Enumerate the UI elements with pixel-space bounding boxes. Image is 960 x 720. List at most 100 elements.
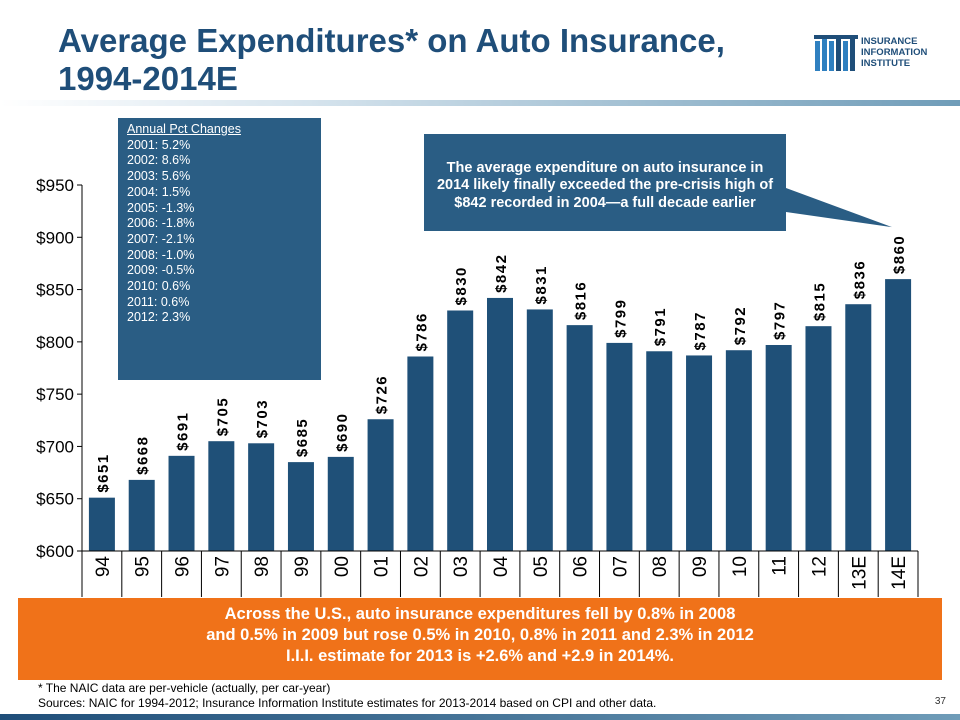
- bar: [407, 356, 434, 551]
- bar-value-label: $792: [732, 306, 749, 345]
- footnote-naic: * The NAIC data are per-vehicle (actuall…: [38, 681, 331, 695]
- x-tick-label: 02: [411, 556, 432, 577]
- iii-logo-icon: [814, 35, 858, 71]
- bar-value-label: $685: [294, 418, 311, 457]
- bar-value-label: $836: [851, 260, 868, 299]
- bar: [128, 479, 155, 551]
- bottom-bar: [0, 714, 960, 720]
- x-tick-label: 12: [809, 556, 830, 577]
- y-tick-label: $750: [36, 385, 74, 404]
- logo-line: INFORMATION: [861, 47, 928, 58]
- page-number: 37: [934, 696, 946, 707]
- footnote-sources: Sources: NAIC for 1994-2012; Insurance I…: [38, 695, 657, 710]
- y-tick-label: $950: [36, 176, 74, 195]
- bar: [327, 456, 354, 551]
- x-tick-label: 94: [93, 556, 114, 578]
- pct-box-line: 2001: 5.2%: [127, 137, 191, 152]
- bar: [566, 325, 593, 551]
- x-tick-label: 14E: [889, 556, 910, 590]
- bar: [845, 304, 872, 551]
- bar: [447, 310, 474, 551]
- y-tick-label: $600: [36, 542, 74, 561]
- x-tick-label: 01: [372, 556, 393, 577]
- bar-value-label: $816: [573, 281, 590, 320]
- y-tick-label: $850: [36, 281, 74, 300]
- footnotes: * The NAIC data are per-vehicle (actuall…: [38, 681, 898, 710]
- x-tick-label: 95: [133, 556, 154, 577]
- x-tick-label: 11: [770, 556, 791, 576]
- x-tick-label: 07: [610, 556, 631, 577]
- bar: [805, 326, 832, 551]
- pct-box-line: 2006: -1.8%: [127, 216, 195, 231]
- summary-banner: Across the U.S., auto insurance expendit…: [18, 598, 942, 680]
- bar-value-label: $787: [692, 311, 709, 350]
- callout-box: The average expenditure on auto insuranc…: [424, 134, 786, 231]
- bar-value-label: $691: [175, 411, 192, 450]
- pct-box-line: 2009: -0.5%: [127, 263, 195, 278]
- x-tick-label: 10: [730, 556, 751, 577]
- bar-value-label: $786: [413, 312, 430, 351]
- bar-value-label: $831: [533, 265, 550, 304]
- banner-line: I.I.I. estimate for 2013 is +2.6% and +2…: [286, 647, 674, 665]
- callout-pointer: [786, 188, 893, 228]
- banner-line: Across the U.S., auto insurance expendit…: [224, 605, 736, 623]
- bar: [487, 297, 513, 551]
- bar-value-label: $860: [891, 235, 908, 274]
- annual-pct-changes-box: Annual Pct Changes 2001: 5.2% 2002: 8.6%…: [118, 118, 321, 380]
- pct-box-line: 2008: -1.0%: [127, 247, 195, 262]
- bar: [367, 419, 394, 551]
- bar-value-label: $830: [453, 266, 470, 305]
- x-tick-label: 97: [212, 556, 233, 577]
- bar-value-label: $651: [95, 453, 112, 492]
- bar: [725, 350, 752, 551]
- logo-line: INSURANCE: [861, 36, 918, 47]
- bar: [248, 443, 275, 551]
- bar: [208, 441, 235, 551]
- logo: INSURANCE INFORMATION INSTITUTE: [814, 33, 960, 73]
- y-tick-label: $650: [36, 490, 74, 509]
- pct-box-line: 2002: 8.6%: [127, 153, 191, 168]
- bar-value-label: $690: [334, 413, 351, 452]
- pct-box-heading: Annual Pct Changes: [127, 122, 241, 136]
- x-tick-label: 98: [252, 556, 273, 577]
- bar: [646, 351, 673, 551]
- pct-box-line: 2010: 0.6%: [127, 279, 191, 294]
- bar: [88, 497, 115, 551]
- pct-box-line: 2004: 1.5%: [127, 184, 191, 199]
- bar: [526, 309, 553, 551]
- x-tick-label: 99: [292, 556, 313, 577]
- x-tick-label: 04: [491, 556, 512, 578]
- pct-box-line: 2005: -1.3%: [127, 200, 195, 215]
- bar-value-label: $815: [811, 282, 828, 321]
- bar-value-label: $842: [493, 254, 510, 293]
- bar: [765, 344, 792, 551]
- bar-value-label: $668: [135, 436, 152, 475]
- bar-value-label: $703: [254, 399, 271, 438]
- banner-line: and 0.5% in 2009 but rose 0.5% in 2010, …: [206, 626, 754, 644]
- logo-text: INSURANCE INFORMATION INSTITUTE: [861, 36, 960, 69]
- y-tick-label: $900: [36, 228, 74, 247]
- bar: [885, 279, 912, 551]
- y-tick-label: $800: [36, 333, 74, 352]
- x-tick-label: 09: [690, 556, 711, 577]
- y-tick-label: $700: [36, 437, 74, 456]
- bar: [287, 462, 314, 551]
- x-tick-label: 08: [650, 556, 671, 577]
- pct-box-line: 2012: 2.3%: [127, 310, 191, 325]
- x-tick-label: 96: [173, 556, 194, 577]
- bar: [606, 342, 633, 551]
- bar: [686, 355, 713, 551]
- bar: [168, 455, 195, 551]
- x-tick-label: 00: [332, 556, 353, 577]
- x-tick-label: 13E: [849, 556, 870, 590]
- pct-box-line: 2007: -2.1%: [127, 231, 195, 246]
- title-divider: [0, 100, 960, 106]
- slide-title: Average Expenditures* on Auto Insurance,…: [58, 22, 725, 97]
- callout-text: The average expenditure on auto insuranc…: [436, 159, 774, 211]
- bar-value-label: $799: [612, 299, 629, 338]
- bar-value-label: $705: [214, 397, 231, 436]
- x-tick-label: 05: [531, 556, 552, 577]
- bar-value-label: $726: [374, 375, 391, 414]
- bar-value-label: $791: [652, 307, 669, 346]
